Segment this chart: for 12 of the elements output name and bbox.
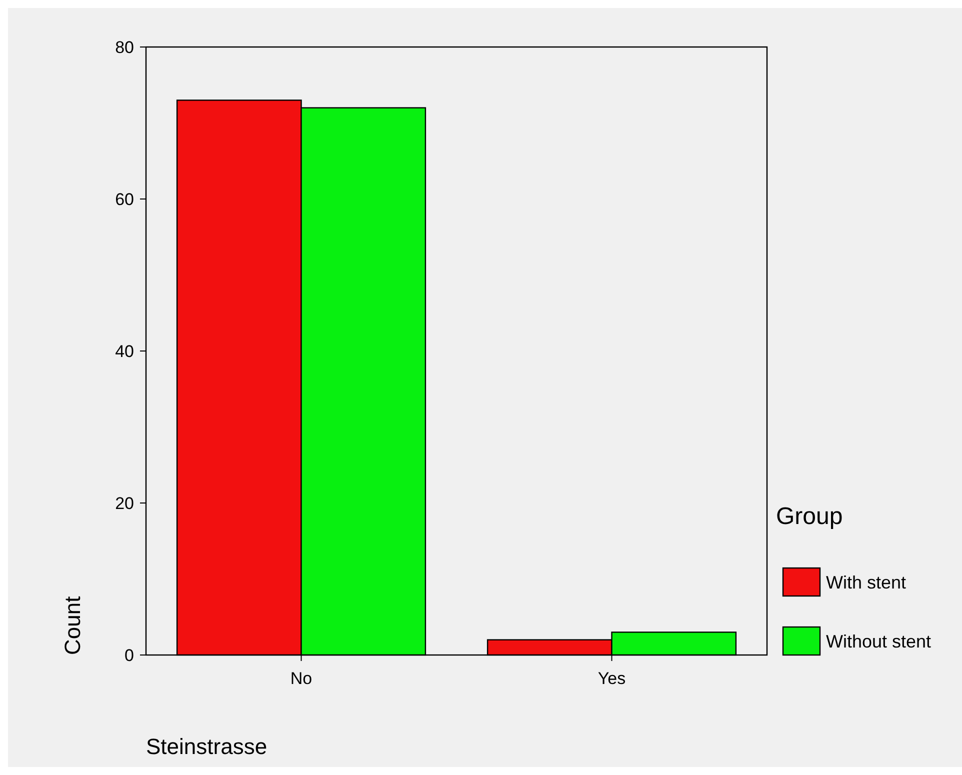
legend-title: Group xyxy=(776,503,843,530)
x-axis-title: Steinstrasse xyxy=(146,734,268,759)
y-tick-label: 80 xyxy=(115,38,134,57)
x-tick-label: Yes xyxy=(598,669,626,688)
legend-label: With stent xyxy=(826,572,906,592)
x-tick-label: No xyxy=(290,669,312,688)
y-tick-label: 60 xyxy=(115,190,134,209)
y-axis-title: Count xyxy=(60,596,85,655)
y-tick-label: 40 xyxy=(115,342,134,361)
y-tick-label: 0 xyxy=(124,646,134,665)
y-tick-label: 20 xyxy=(115,494,134,513)
legend-label: Without stent xyxy=(826,631,932,652)
